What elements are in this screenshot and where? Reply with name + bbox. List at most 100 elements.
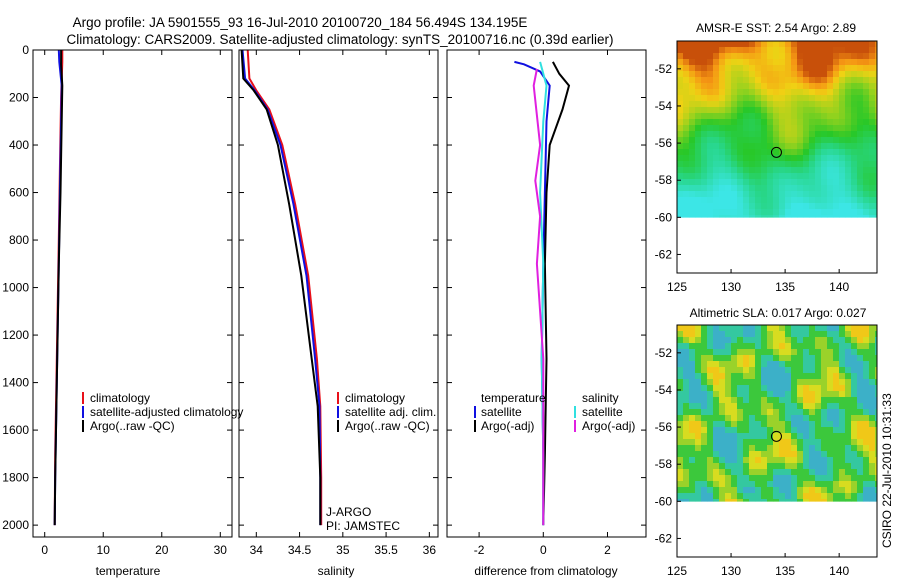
heatmap-cell [719, 481, 726, 488]
x-tick-label: 135 [775, 564, 795, 578]
heatmap-cell [827, 137, 834, 144]
heatmap-cell [701, 161, 708, 168]
heatmap-cell [677, 47, 684, 54]
heatmap-cell [737, 107, 744, 114]
heatmap-cell [737, 215, 744, 218]
heatmap-cell [701, 59, 708, 66]
heatmap-cell [731, 373, 738, 380]
heatmap-cell [773, 71, 780, 78]
heatmap-cell [695, 95, 702, 102]
heatmap-cell [695, 65, 702, 72]
heatmap-cell [845, 65, 852, 72]
heatmap-cell [869, 427, 876, 434]
heatmap-cell [761, 499, 768, 502]
heatmap-cell [677, 427, 684, 434]
heatmap-cell [863, 149, 870, 156]
heatmap-cell [869, 149, 876, 156]
heatmap-cell [773, 113, 780, 120]
heatmap-cell [755, 59, 762, 66]
heatmap-cell [875, 203, 878, 210]
heatmap-cell [761, 77, 768, 84]
heatmap-cell [827, 433, 834, 440]
heatmap-cell [695, 499, 702, 502]
heatmap-cell [755, 173, 762, 180]
heatmap-cell [815, 83, 822, 90]
heatmap-cell [761, 53, 768, 60]
heatmap-cell [749, 379, 756, 386]
heatmap-cell [791, 185, 798, 192]
heatmap-cell [803, 391, 810, 398]
heatmap-cell [839, 331, 846, 338]
heatmap-cell [821, 433, 828, 440]
legend-label-argo-raw: Argo(..raw -QC) [345, 419, 430, 433]
heatmap-cell [821, 65, 828, 72]
heatmap-cell [689, 487, 696, 494]
figure-title-line2: Climatology: CARS2009. Satellite-adjuste… [66, 32, 613, 47]
heatmap-cell [797, 89, 804, 96]
heatmap-cell [683, 439, 690, 446]
heatmap-cell [815, 343, 822, 350]
heatmap-cell [803, 343, 810, 350]
heatmap-cell [737, 59, 744, 66]
heatmap-cell [707, 493, 714, 500]
heatmap-cell [821, 439, 828, 446]
heatmap-cell [821, 361, 828, 368]
heatmap-cell [809, 71, 816, 78]
heatmap-cell [857, 403, 864, 410]
heatmap-cell [779, 149, 786, 156]
heatmap-cell [731, 65, 738, 72]
heatmap-cell [797, 373, 804, 380]
heatmap-cell [851, 397, 858, 404]
x-tick-label: 20 [155, 543, 169, 557]
heatmap-cell [755, 113, 762, 120]
heatmap-cell [827, 101, 834, 108]
heatmap-cell [875, 325, 878, 332]
heatmap-cell [809, 391, 816, 398]
heatmap-cell [767, 337, 774, 344]
heatmap-cell [803, 487, 810, 494]
salinity-xlabel: salinity [318, 564, 355, 578]
heatmap-cell [851, 119, 858, 126]
heatmap-cell [851, 113, 858, 120]
heatmap-cell [761, 131, 768, 138]
heatmap-cell [725, 149, 732, 156]
heatmap-cell [845, 41, 852, 48]
heatmap-cell [785, 439, 792, 446]
heatmap-cell [857, 343, 864, 350]
heatmap-cell [845, 95, 852, 102]
heatmap-cell [737, 173, 744, 180]
x-tick-label: 125 [667, 280, 687, 294]
heatmap-cell [797, 361, 804, 368]
heatmap-cell [833, 361, 840, 368]
heatmap-cell [743, 493, 750, 500]
heatmap-cell [683, 379, 690, 386]
salinity-panel: 34 34.5 35 35.5 36 salinity climatology sate… [238, 49, 439, 578]
legend-title-temperature: temperature [481, 391, 546, 405]
heatmap-cell [875, 41, 878, 48]
heatmap-cell [713, 433, 720, 440]
heatmap-cell [803, 41, 810, 48]
heatmap-cell [683, 331, 690, 338]
heatmap-cell [761, 155, 768, 162]
heatmap-cell [737, 463, 744, 470]
heatmap-cell [845, 361, 852, 368]
heatmap-cell [713, 403, 720, 410]
heatmap-cell [797, 143, 804, 150]
heatmap-cell [869, 361, 876, 368]
heatmap-cell [683, 403, 690, 410]
heatmap-cell [689, 493, 696, 500]
heatmap-cell [689, 143, 696, 150]
heatmap-cell [827, 47, 834, 54]
heatmap-cell [773, 107, 780, 114]
heatmap-cell [773, 119, 780, 126]
heatmap-cell [839, 379, 846, 386]
heatmap-cell [875, 355, 878, 362]
heatmap-cell [821, 343, 828, 350]
heatmap-cell [875, 155, 878, 162]
heatmap-cell [737, 131, 744, 138]
heatmap-cell [719, 457, 726, 464]
heatmap-cell [845, 349, 852, 356]
heatmap-cell [875, 379, 878, 386]
heatmap-cell [695, 83, 702, 90]
heatmap-cell [839, 215, 846, 218]
